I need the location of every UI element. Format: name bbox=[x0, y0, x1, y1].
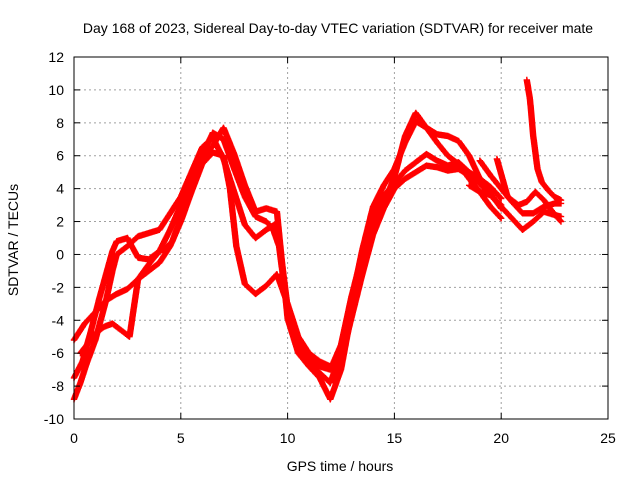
y-tick-label: 10 bbox=[48, 82, 64, 98]
chart-title: Day 168 of 2023, Sidereal Day-to-day VTE… bbox=[83, 20, 593, 36]
x-tick-label: 10 bbox=[280, 430, 296, 446]
x-tick-label: 20 bbox=[493, 430, 509, 446]
x-axis-label: GPS time / hours bbox=[287, 458, 394, 474]
data-point-markers bbox=[493, 155, 565, 225]
series-satellite-track-4 bbox=[77, 149, 505, 370]
y-tick-label: 4 bbox=[56, 181, 64, 197]
series-satellite-track-7 bbox=[493, 155, 565, 225]
y-tick-label: 6 bbox=[56, 148, 64, 164]
data-point-markers bbox=[523, 76, 565, 204]
y-tick-label: -8 bbox=[52, 378, 65, 394]
axis-ticks: -10 -8 -6 -4 -2 0 2 4 6 8 10 12 0 5 10 15 20 25 bbox=[44, 49, 616, 446]
y-tick-label: 12 bbox=[48, 49, 64, 65]
x-tick-label: 5 bbox=[177, 430, 185, 446]
y-tick-label: 8 bbox=[56, 115, 64, 131]
data-point-markers bbox=[466, 182, 565, 233]
grid-lines bbox=[74, 57, 608, 419]
series-satellite-track-8 bbox=[523, 76, 565, 204]
y-axis-label: SDTVAR / TECUs bbox=[5, 184, 21, 296]
x-tick-label: 0 bbox=[70, 430, 78, 446]
y-tick-label: -4 bbox=[52, 312, 65, 328]
y-tick-label: -10 bbox=[44, 411, 64, 427]
x-tick-label: 15 bbox=[387, 430, 403, 446]
x-tick-label: 25 bbox=[600, 430, 616, 446]
y-tick-label: 2 bbox=[56, 214, 64, 230]
data-point-markers bbox=[77, 149, 505, 370]
y-tick-label: -2 bbox=[52, 279, 65, 295]
y-tick-label: 0 bbox=[56, 246, 64, 262]
plot-frame bbox=[73, 56, 609, 420]
y-tick-label: -6 bbox=[52, 345, 65, 361]
series-satellite-track-5 bbox=[466, 182, 565, 233]
